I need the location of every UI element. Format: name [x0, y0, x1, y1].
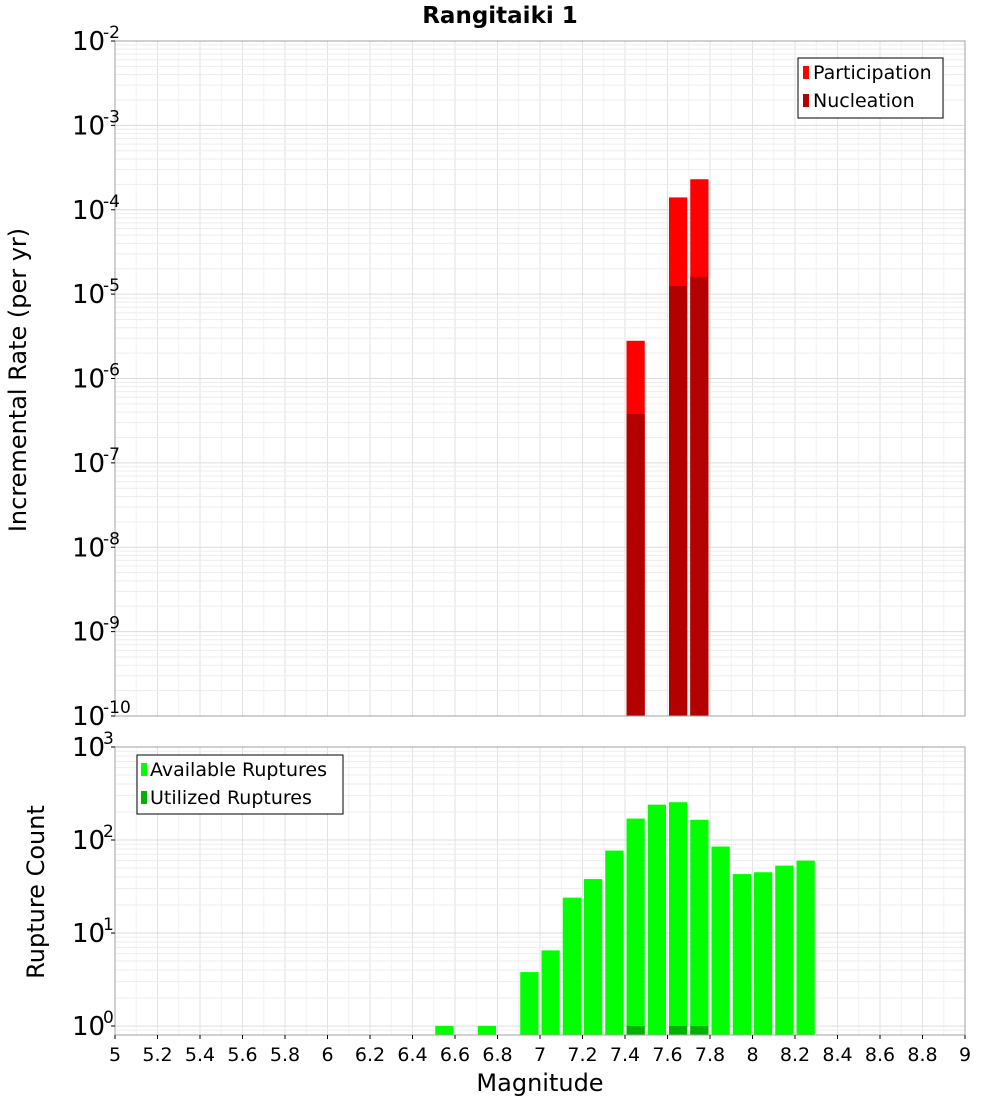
bottom-bar-available-ruptures	[711, 846, 730, 1035]
top-y-tick-label: 10	[72, 27, 105, 57]
x-tick-label: 8.2	[780, 1044, 810, 1066]
x-tick-label: 6.4	[397, 1044, 427, 1066]
bottom-bar-available-ruptures	[626, 818, 645, 1035]
bottom-bar-available-ruptures	[669, 802, 688, 1035]
legend-swatch-utilized-ruptures	[141, 791, 147, 804]
bottom-y-tick-exponent: 0	[103, 1008, 114, 1028]
bottom-plot-bars	[435, 802, 815, 1035]
x-tick-label: 5	[109, 1044, 121, 1066]
bottom-legend: Available Ruptures Utilized Ruptures	[136, 754, 344, 815]
chart-title: Rangitaiki 1	[422, 3, 578, 29]
x-tick-label: 8.6	[865, 1044, 895, 1066]
x-tick-label: 5.6	[227, 1044, 257, 1066]
top-y-tick-exponent: -2	[103, 23, 120, 43]
x-tick-label: 6	[321, 1044, 333, 1066]
top-y-tick-label: 10	[72, 365, 105, 395]
x-tick-label: 5.8	[270, 1044, 300, 1066]
top-y-tick-label: 10	[72, 618, 105, 648]
top-y-tick-exponent: -8	[103, 529, 120, 549]
bottom-bar-utilized-ruptures	[690, 1025, 709, 1035]
top-bar-nucleation	[690, 276, 709, 716]
legend-label-utilized-ruptures: Utilized Ruptures	[150, 787, 312, 809]
bottom-bar-utilized-ruptures	[669, 1025, 688, 1035]
bottom-bar-available-ruptures	[541, 950, 560, 1035]
bottom-bar-available-ruptures	[796, 860, 815, 1035]
bottom-bar-utilized-ruptures	[626, 1025, 645, 1035]
x-tick-label: 8.4	[822, 1044, 852, 1066]
x-tick-label: 6.6	[440, 1044, 470, 1066]
x-tick-label: 7	[534, 1044, 546, 1066]
bottom-bar-available-ruptures	[562, 897, 581, 1035]
bottom-bar-available-ruptures	[732, 874, 751, 1035]
top-legend: Participation Nucleation	[797, 57, 944, 119]
x-tick-label: 8.8	[907, 1044, 937, 1066]
bottom-bar-available-ruptures	[605, 850, 624, 1035]
top-y-tick-label: 10	[72, 702, 105, 732]
bottom-y-tick-label: 10	[72, 733, 105, 763]
bottom-bar-available-ruptures	[584, 879, 603, 1035]
bottom-bar-available-ruptures	[477, 1025, 496, 1035]
top-y-tick-label: 10	[72, 196, 105, 226]
bottom-y-tick-label: 10	[72, 919, 105, 949]
bottom-y-tick-label: 10	[72, 1012, 105, 1042]
bottom-y-tick-exponent: 1	[103, 915, 114, 935]
top-y-tick-exponent: -3	[103, 107, 120, 127]
legend-label-participation: Participation	[813, 62, 932, 84]
x-tick-label: 7.6	[652, 1044, 682, 1066]
bottom-bar-available-ruptures	[754, 872, 773, 1035]
top-y-tick-exponent: -7	[103, 445, 120, 465]
bottom-bar-available-ruptures	[690, 819, 709, 1035]
top-y-axis-label: Incremental Rate (per yr)	[4, 228, 32, 532]
legend-swatch-nucleation	[803, 94, 809, 107]
top-y-tick-label: 10	[72, 533, 105, 563]
bottom-y-tick-exponent: 2	[103, 822, 114, 842]
top-y-tick-exponent: -4	[103, 192, 120, 212]
bottom-bar-available-ruptures	[435, 1025, 454, 1035]
top-bar-nucleation	[626, 413, 645, 716]
x-tick-label: 5.4	[185, 1044, 215, 1066]
top-plot-bars	[626, 179, 709, 717]
legend-swatch-available-ruptures	[141, 763, 147, 776]
x-tick-label: 7.2	[567, 1044, 597, 1066]
top-y-tick-exponent: -9	[103, 614, 120, 634]
bottom-y-tick-label: 10	[72, 826, 105, 856]
bottom-bar-available-ruptures	[520, 972, 539, 1035]
x-tick-label: 5.2	[142, 1044, 172, 1066]
bottom-legend-box	[136, 754, 344, 815]
x-tick-label: 7.4	[610, 1044, 640, 1066]
x-tick-label: 6.2	[355, 1044, 385, 1066]
bottom-bar-available-ruptures	[775, 865, 794, 1035]
top-legend-box	[797, 57, 944, 119]
top-bar-nucleation	[669, 285, 688, 716]
bottom-y-axis-label: Rupture Count	[22, 805, 50, 979]
x-tick-label: 8	[746, 1044, 758, 1066]
x-axis-label: Magnitude	[476, 1069, 603, 1097]
top-y-tick-label: 10	[72, 111, 105, 141]
top-y-tick-exponent: -6	[103, 361, 120, 381]
x-tick-label: 9	[959, 1044, 971, 1066]
top-y-tick-label: 10	[72, 449, 105, 479]
top-y-tick-exponent: -10	[103, 698, 131, 718]
top-plot-grid	[114, 40, 966, 717]
bottom-y-tick-exponent: 3	[103, 729, 114, 749]
legend-label-available-ruptures: Available Ruptures	[150, 759, 327, 781]
top-y-tick-label: 10	[72, 280, 105, 310]
legend-swatch-participation	[803, 66, 809, 79]
x-tick-labels: 5 5.2 5.4 5.6 5.8 6 6.2 6.4 6.6 6.8 7 7.2 7.4 7.6 7.8 8…	[109, 1035, 971, 1066]
top-y-tick-exponent: -5	[103, 276, 120, 296]
x-tick-label: 6.8	[482, 1044, 512, 1066]
bottom-bar-available-ruptures	[647, 804, 666, 1035]
x-tick-label: 7.8	[695, 1044, 725, 1066]
legend-label-nucleation: Nucleation	[813, 90, 915, 112]
